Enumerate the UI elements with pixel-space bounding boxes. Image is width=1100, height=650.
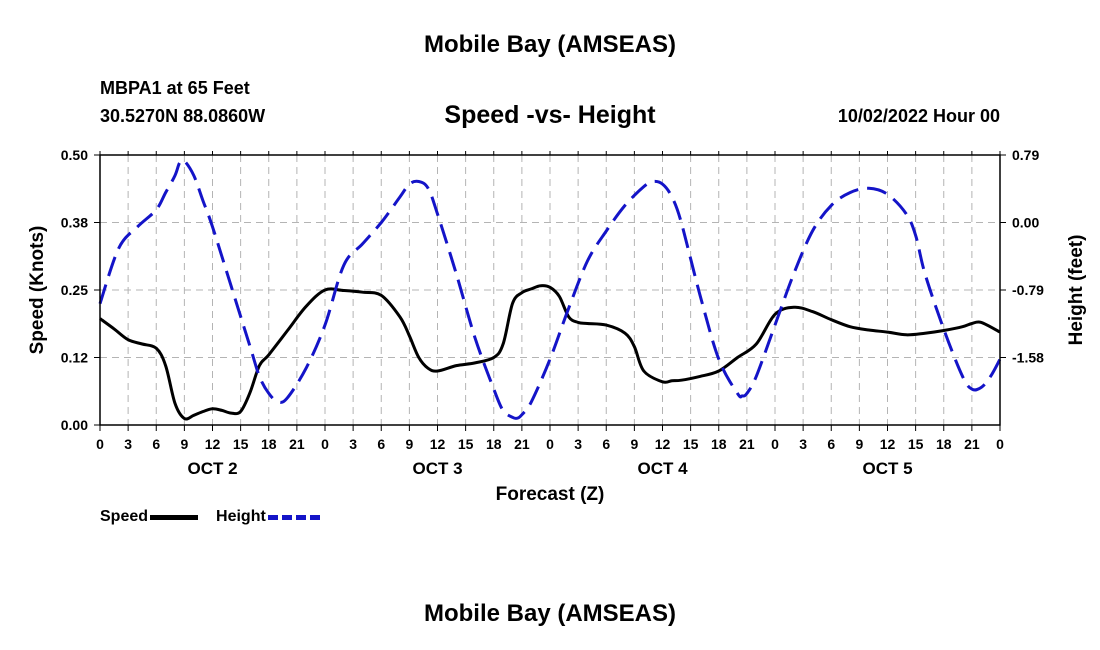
y-tick-label: 0.00 — [61, 417, 88, 433]
page-title: Mobile Bay (AMSEAS) — [423, 31, 677, 58]
station-coordinates: 30.5270N 88.0860W — [100, 106, 266, 126]
height-series-line — [98, 158, 1002, 420]
day-label: OCT 2 — [187, 459, 237, 478]
x-tick-label: 0 — [321, 436, 329, 452]
day-label: OCT 4 — [637, 459, 688, 478]
legend-speed-label: Speed — [100, 508, 149, 525]
x-tick-label: 21 — [964, 436, 980, 452]
x-tick-label: 0 — [996, 436, 1004, 452]
x-tick-label: 3 — [349, 436, 357, 452]
series-group — [98, 158, 1002, 421]
chart-title: Speed -vs- Height — [444, 101, 656, 129]
y2-tick-label: -1.58 — [1012, 350, 1044, 366]
y-axis-title: Speed (Knots) — [27, 226, 48, 355]
grid — [100, 155, 1000, 425]
y-tick-label: 0.12 — [61, 350, 88, 366]
x-tick-label: 3 — [799, 436, 807, 452]
x-tick-label: 9 — [855, 436, 863, 452]
station-label: MBPA1 at 65 Feet — [100, 78, 250, 98]
x-tick-label: 6 — [827, 436, 835, 452]
x-tick-label: 15 — [683, 436, 699, 452]
footer-title: Mobile Bay (AMSEAS) — [423, 600, 677, 627]
x-tick-label: 6 — [377, 436, 385, 452]
y-tick-label: 0.50 — [61, 147, 88, 163]
x-tick-label: 3 — [124, 436, 132, 452]
x-tick-label: 12 — [205, 436, 221, 452]
y2-tick-label: 0.00 — [1012, 215, 1039, 231]
x-tick-label: 21 — [289, 436, 305, 452]
x-tick-label: 12 — [655, 436, 671, 452]
legend: Speed Height — [100, 508, 338, 526]
day-label: OCT 5 — [862, 459, 912, 478]
x-tick-label: 9 — [180, 436, 188, 452]
x-tick-label: 15 — [233, 436, 249, 452]
x-tick-label: 21 — [739, 436, 755, 452]
y2-tick-label: 0.79 — [1012, 147, 1039, 163]
y-tick-label: 0.25 — [61, 282, 88, 298]
x-tick-label: 18 — [711, 436, 727, 452]
y2-axis-title: Height (feet) — [1066, 235, 1087, 346]
legend-speed-swatch — [150, 514, 199, 520]
x-tick-label: 15 — [908, 436, 924, 452]
x-tick-label: 12 — [430, 436, 446, 452]
legend-item-height: Height — [216, 508, 320, 526]
x-tick-label: 15 — [458, 436, 474, 452]
forecast-datetime: 10/02/2022 Hour 00 — [837, 106, 1000, 126]
speed-height-chart: 0 3 6 9 12 15 18 21 0 3 6 9 12 15 18 21 0 3 6 9 12 15 18 21 0 3 6 9… — [27, 147, 1087, 505]
x-axis-title: Forecast (Z) — [496, 484, 605, 505]
x-tick-label: 21 — [514, 436, 530, 452]
y2-tick-label: -0.79 — [1012, 282, 1044, 298]
x-tick-label: 0 — [546, 436, 554, 452]
legend-item-speed: Speed — [100, 508, 199, 526]
x-tick-label: 9 — [630, 436, 638, 452]
x-tick-label: 18 — [936, 436, 952, 452]
x-tick-label: 18 — [486, 436, 502, 452]
legend-height-swatch — [267, 514, 320, 520]
legend-height-label: Height — [216, 508, 266, 525]
x-tick-label: 12 — [880, 436, 896, 452]
x-tick-label: 6 — [152, 436, 160, 452]
x-tick-label: 3 — [574, 436, 582, 452]
x-tick-label: 18 — [261, 436, 277, 452]
x-tick-label: 0 — [771, 436, 779, 452]
axes: 0 3 6 9 12 15 18 21 0 3 6 9 12 15 18 21 0 3 6 9 12 15 18 21 0 3 6 9… — [27, 147, 1087, 505]
day-label: OCT 3 — [412, 459, 462, 478]
speed-series-line — [99, 284, 1001, 421]
x-tick-label: 6 — [602, 436, 610, 452]
y-tick-label: 0.38 — [61, 215, 88, 231]
x-tick-label: 0 — [96, 436, 104, 452]
x-tick-label: 9 — [405, 436, 413, 452]
